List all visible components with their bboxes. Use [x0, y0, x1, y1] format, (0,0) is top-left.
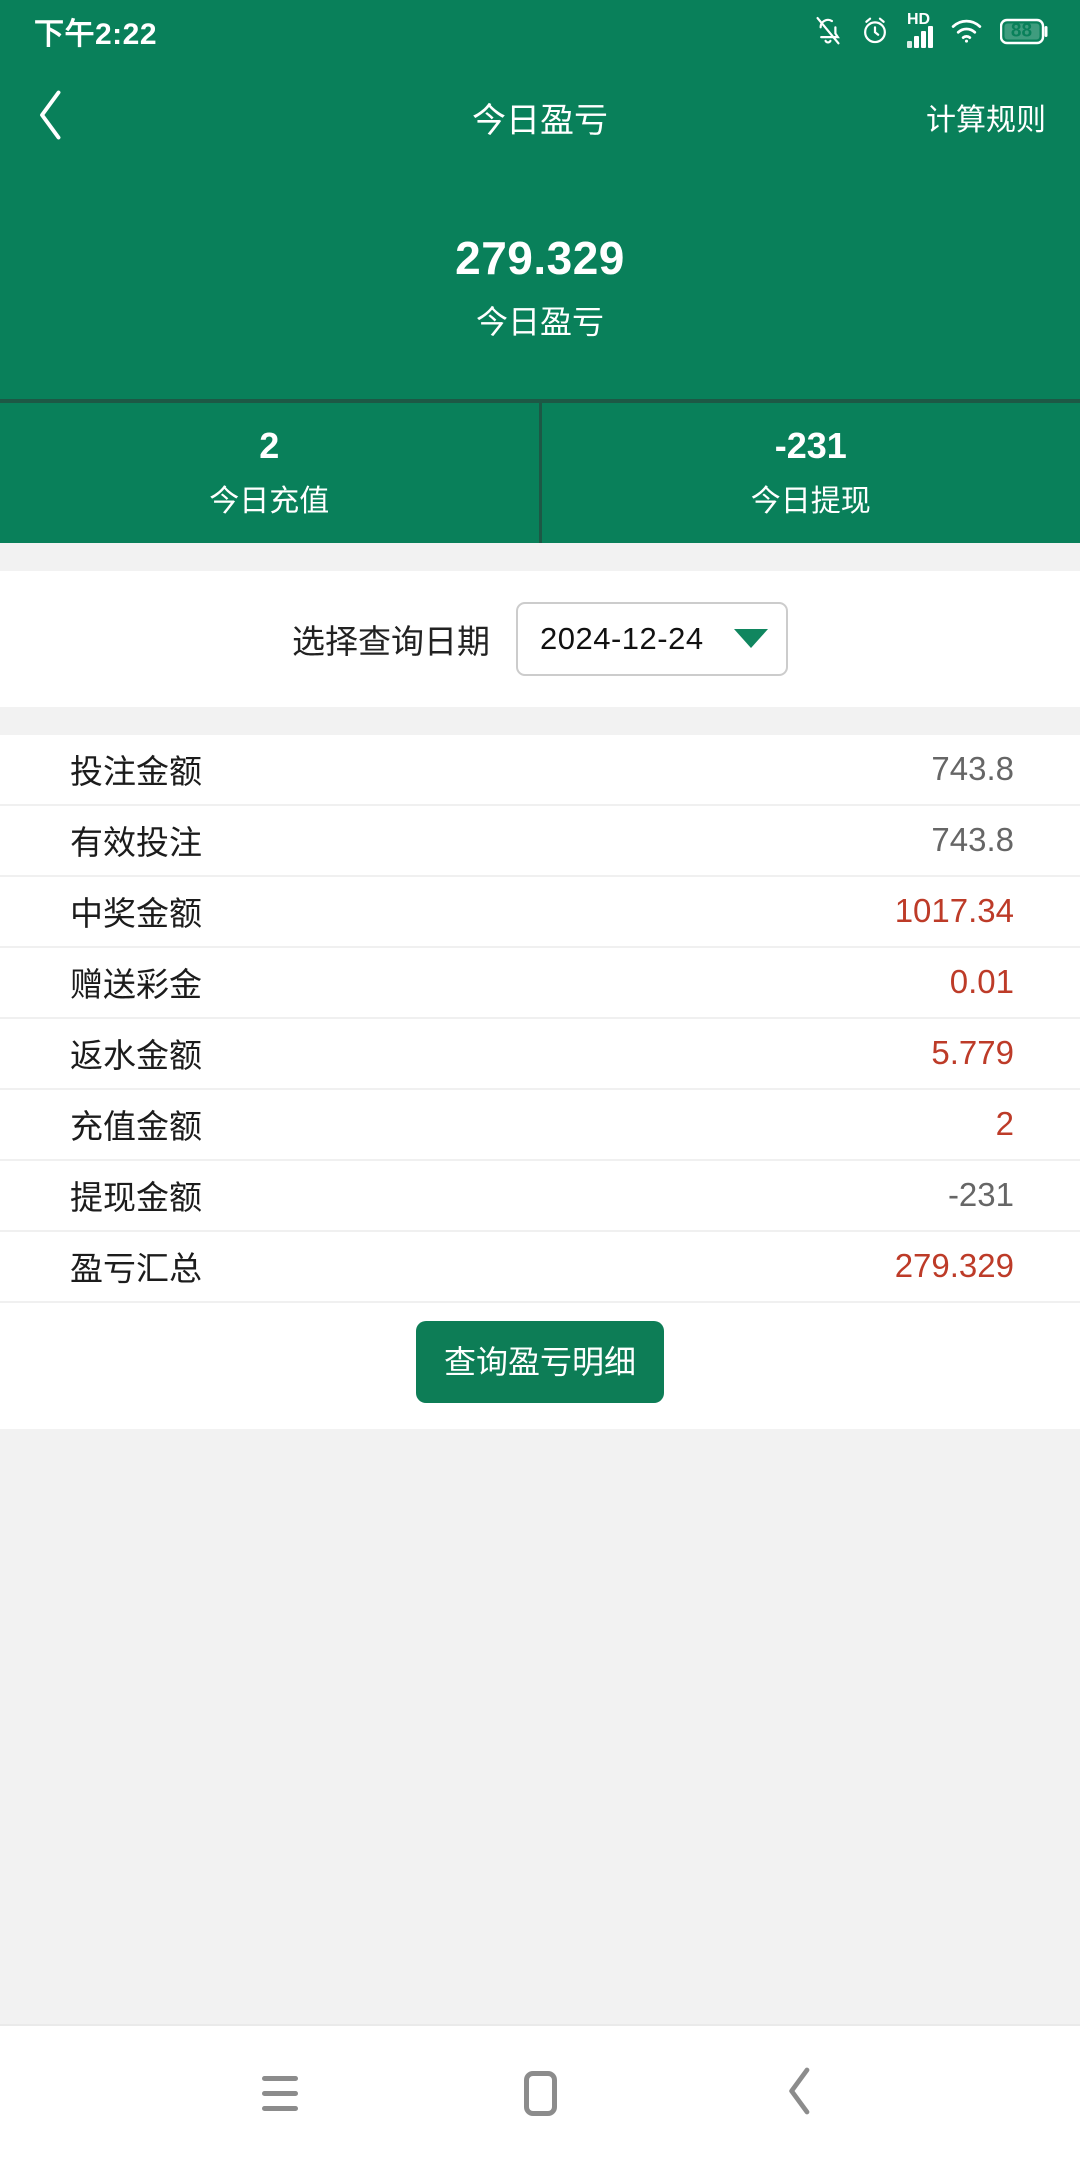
green-header-block: 下午2:22 HD — [0, 0, 1080, 543]
alarm-clock-icon — [860, 15, 890, 47]
table-row: 赠送彩金 0.01 — [0, 947, 1080, 1019]
page-title: 今日盈亏 — [472, 101, 608, 140]
cta-container: 查询盈亏明细 — [0, 1302, 1080, 1429]
chevron-down-icon — [734, 629, 768, 649]
table-row: 投注金额 743.8 — [0, 734, 1080, 806]
status-bar: 下午2:22 HD — [0, 0, 1080, 62]
table-row: 盈亏汇总 279.329 — [0, 1231, 1080, 1303]
row-value: 279.329 — [894, 1247, 1014, 1285]
row-label: 盈亏汇总 — [70, 1250, 202, 1288]
status-bar-icons: HD — [813, 11, 1050, 48]
date-select[interactable]: 2024-12-24 — [516, 601, 788, 676]
stat-value: 2 — [259, 425, 280, 467]
battery-icon: 88 — [1000, 18, 1050, 45]
row-label: 有效投注 — [70, 824, 202, 862]
nav-home-button[interactable] — [495, 2048, 585, 2138]
row-value: 743.8 — [931, 750, 1014, 788]
hd-label: HD — [907, 11, 931, 28]
row-value: 2 — [995, 1105, 1014, 1143]
row-value: 5.779 — [931, 1034, 1014, 1072]
row-value: 743.8 — [931, 821, 1014, 859]
date-filter-label: 选择查询日期 — [292, 622, 490, 660]
stat-withdraw-today[interactable]: -231 今日提现 — [538, 402, 1080, 543]
bell-off-icon — [813, 15, 843, 47]
table-row: 返水金额 5.779 — [0, 1018, 1080, 1090]
table-row: 有效投注 743.8 — [0, 805, 1080, 877]
android-nav-bar — [0, 2026, 1080, 2160]
hero-value: 279.329 — [455, 232, 625, 284]
table-row: 中奖金额 1017.34 — [0, 876, 1080, 948]
row-value: 1017.34 — [894, 892, 1014, 930]
battery-level-text: 88 — [1010, 20, 1033, 42]
hero-label: 今日盈亏 — [475, 303, 604, 340]
table-row: 提现金额 -231 — [0, 1160, 1080, 1232]
stat-label: 今日提现 — [750, 484, 871, 518]
back-button[interactable] — [34, 84, 100, 150]
home-square-icon — [523, 2070, 557, 2116]
row-label: 提现金额 — [70, 1179, 202, 1217]
signal-bars-icon: HD — [907, 11, 933, 48]
chevron-left-icon — [34, 88, 68, 147]
row-label: 中奖金额 — [70, 895, 202, 933]
spacer-above-list — [0, 706, 1080, 735]
stats-top-divider — [0, 398, 1080, 403]
row-value: -231 — [947, 1176, 1014, 1214]
query-detail-button[interactable]: 查询盈亏明细 — [415, 1320, 664, 1403]
stat-label: 今日充值 — [209, 484, 330, 518]
stats-row: 2 今日充值 -231 今日提现 — [0, 402, 1080, 543]
menu-lines-icon — [262, 2075, 298, 2111]
row-label: 赠送彩金 — [70, 966, 202, 1004]
chevron-left-icon — [786, 2067, 814, 2120]
table-row: 充值金额 2 — [0, 1089, 1080, 1161]
stat-deposit-today[interactable]: 2 今日充值 — [0, 403, 539, 543]
content-area: 选择查询日期 2024-12-24 投注金额 743.8 有效投注 743.8 … — [0, 542, 1080, 2026]
row-label: 返水金额 — [70, 1037, 202, 1075]
date-filter-card: 选择查询日期 2024-12-24 — [0, 570, 1080, 707]
hero-summary: 279.329 今日盈亏 — [0, 172, 1080, 399]
row-label: 投注金额 — [70, 753, 202, 791]
stat-value: -231 — [774, 425, 847, 467]
row-label: 充值金额 — [70, 1108, 202, 1146]
date-select-value: 2024-12-24 — [540, 620, 704, 656]
nav-recents-button[interactable] — [235, 2048, 325, 2138]
spacer-above-date-card — [0, 542, 1080, 571]
nav-back-button[interactable] — [755, 2048, 845, 2138]
calc-rules-link[interactable]: 计算规则 — [926, 104, 1046, 137]
empty-area — [0, 1428, 1080, 2026]
detail-list: 投注金额 743.8 有效投注 743.8 中奖金额 1017.34 赠送彩金 … — [0, 734, 1080, 1303]
app-bar: 今日盈亏 计算规则 — [0, 62, 1080, 172]
wifi-icon — [950, 18, 983, 44]
status-bar-time: 下午2:22 — [34, 18, 158, 51]
row-value: 0.01 — [949, 963, 1014, 1001]
